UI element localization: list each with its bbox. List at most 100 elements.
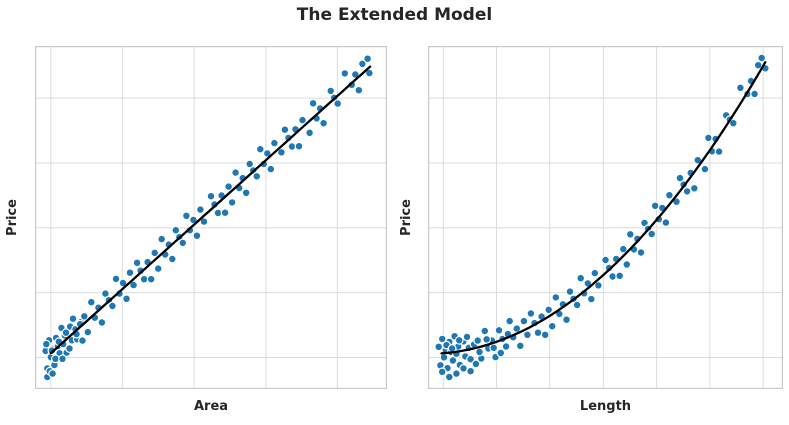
scatter-point bbox=[150, 248, 160, 258]
scatter-point bbox=[750, 89, 760, 99]
scatter-point bbox=[622, 260, 632, 269]
scatter-point bbox=[199, 217, 209, 227]
scatter-point bbox=[547, 321, 557, 331]
scatter-point bbox=[519, 316, 529, 326]
left-x-axis-label: Area bbox=[193, 399, 229, 414]
scatter-point bbox=[515, 341, 525, 351]
fit-line bbox=[49, 65, 372, 355]
scatter-point bbox=[171, 225, 181, 235]
scatter-point bbox=[604, 263, 614, 273]
scatter-point bbox=[365, 68, 374, 78]
scatter-point bbox=[224, 182, 234, 192]
scatter-point bbox=[576, 273, 586, 283]
scatter-point bbox=[444, 372, 454, 382]
scatter-point bbox=[496, 348, 506, 358]
scatter-point bbox=[636, 248, 646, 257]
scatter-point bbox=[625, 229, 635, 239]
scatter-point bbox=[540, 330, 550, 340]
scatter-point bbox=[298, 115, 307, 125]
scatter-point bbox=[195, 205, 205, 215]
scatter-point bbox=[363, 54, 373, 64]
scatter-point bbox=[262, 148, 272, 158]
right-ylabel-wrap: Price bbox=[397, 46, 415, 389]
scatter-point bbox=[682, 186, 692, 196]
scatter-point bbox=[562, 315, 571, 325]
scatter-point bbox=[661, 218, 671, 228]
scatter-point bbox=[452, 369, 461, 379]
scatter-point bbox=[280, 125, 290, 135]
scatter-point bbox=[439, 353, 449, 362]
scatter-point bbox=[471, 359, 481, 369]
scatter-point bbox=[118, 278, 128, 288]
scatter-point bbox=[675, 173, 685, 183]
scatter-point bbox=[305, 128, 315, 138]
scatter-point bbox=[728, 118, 738, 128]
scatter-point bbox=[437, 334, 447, 344]
left-scatter-plot bbox=[35, 46, 387, 389]
scatter-point bbox=[269, 138, 279, 148]
scatter-point bbox=[459, 364, 468, 373]
scatter-point bbox=[437, 367, 447, 377]
scatter-point bbox=[586, 294, 596, 304]
scatter-point bbox=[593, 280, 603, 290]
scatter-point bbox=[153, 264, 163, 274]
scatter-point bbox=[434, 342, 444, 352]
scatter-point bbox=[61, 328, 71, 338]
scatter-point bbox=[41, 339, 51, 349]
scatter-point bbox=[601, 255, 610, 265]
scatter-point bbox=[294, 141, 304, 151]
scatter-point bbox=[100, 289, 110, 299]
scatter-point bbox=[157, 234, 167, 244]
scatter-point bbox=[714, 147, 724, 156]
scatter-point bbox=[111, 274, 121, 284]
scatter-point bbox=[231, 168, 241, 177]
scatter-point bbox=[615, 271, 625, 281]
scatter-point bbox=[181, 211, 191, 221]
scatter-point bbox=[608, 272, 618, 281]
right-x-axis-label: Length bbox=[579, 399, 632, 414]
scatter-point bbox=[178, 238, 188, 248]
scatter-point bbox=[255, 144, 265, 154]
scatter-point bbox=[132, 258, 142, 268]
scatter-point bbox=[308, 98, 318, 108]
scatter-point bbox=[122, 294, 131, 304]
right-scatter-plot bbox=[428, 46, 783, 389]
scatter-point bbox=[51, 354, 60, 364]
scatter-point bbox=[206, 191, 216, 201]
scatter-point bbox=[319, 118, 329, 128]
scatter-point bbox=[65, 344, 74, 353]
scatter-point bbox=[48, 369, 58, 379]
scatter-point bbox=[358, 59, 367, 69]
scatter-point bbox=[501, 342, 511, 351]
plot-border bbox=[35, 46, 387, 389]
scatter-point bbox=[340, 69, 350, 78]
scatter-point bbox=[618, 244, 628, 254]
scatter-point bbox=[489, 343, 499, 353]
scatter-point bbox=[79, 311, 89, 321]
scatter-point bbox=[241, 188, 251, 198]
scatter-point bbox=[704, 133, 713, 143]
scatter-point bbox=[482, 334, 491, 344]
scatter-point bbox=[480, 326, 490, 336]
scatter-point bbox=[213, 208, 223, 218]
scatter-point bbox=[526, 309, 536, 318]
scatter-point bbox=[475, 347, 484, 357]
scatter-point bbox=[185, 225, 195, 235]
scatter-point bbox=[139, 274, 149, 284]
fit-line bbox=[440, 61, 767, 355]
scatter-point bbox=[466, 354, 475, 364]
scatter-point bbox=[146, 274, 156, 284]
scatter-point bbox=[551, 292, 561, 302]
left-ylabel-wrap: Price bbox=[3, 46, 21, 389]
scatter-point bbox=[448, 356, 458, 365]
scatter-point bbox=[252, 171, 262, 181]
scatter-point bbox=[86, 297, 96, 307]
scatter-point bbox=[533, 328, 543, 338]
scatter-point bbox=[276, 147, 286, 157]
scatter-point bbox=[210, 200, 219, 209]
scatter-point bbox=[220, 208, 230, 218]
plot-border bbox=[428, 46, 783, 389]
scatter-point bbox=[590, 268, 600, 278]
scatter-point bbox=[647, 229, 657, 239]
